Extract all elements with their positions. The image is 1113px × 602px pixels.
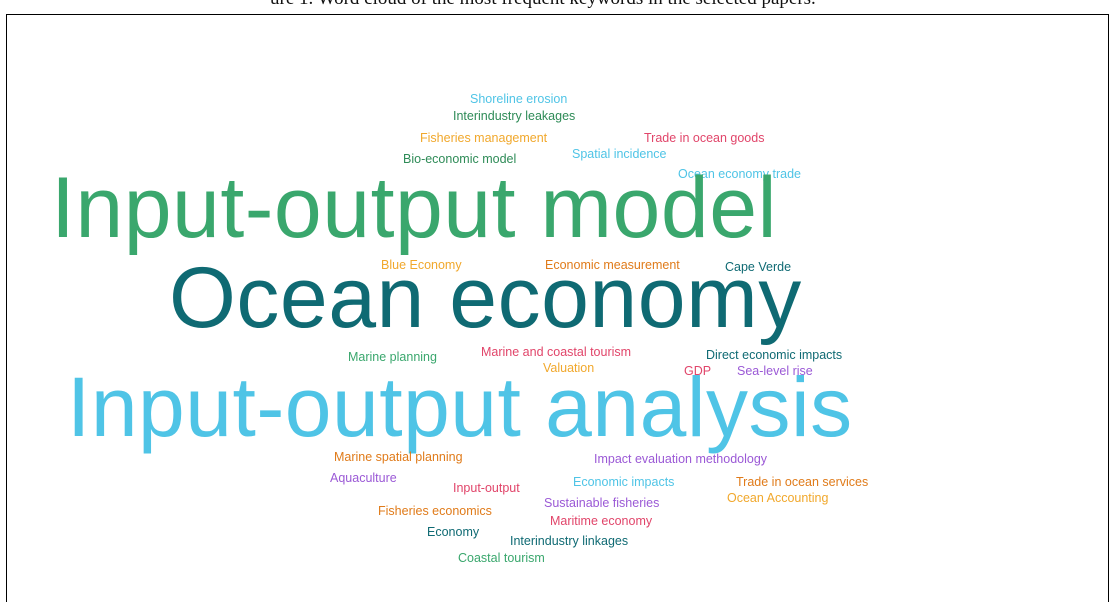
word-impact-evaluation-methodology: Impact evaluation methodology [594,452,768,466]
word-bio-economic-model: Bio-economic model [403,152,517,166]
word-ocean-economy-trade: Ocean economy trade [678,167,801,181]
word-marine-spatial-planning: Marine spatial planning [334,450,463,464]
word-fisheries-economics: Fisheries economics [378,504,492,518]
word-valuation: Valuation [543,361,595,375]
figure-caption: ure 1. Word cloud of the most frequent k… [270,0,816,10]
word-economic-impacts: Economic impacts [573,475,675,489]
word-marine-planning: Marine planning [348,350,437,364]
word-cloud-frame: Shoreline erosion Interindustry leakages… [6,14,1109,602]
word-coastal-tourism: Coastal tourism [458,551,545,565]
word-interindustry-leakages: Interindustry leakages [453,109,576,123]
word-sustainable-fisheries: Sustainable fisheries [544,496,660,510]
word-aquaculture: Aquaculture [330,471,397,485]
word-gdp: GDP [684,364,712,378]
word-spatial-incidence: Spatial incidence [572,147,667,161]
word-economic-measurement: Economic measurement [545,258,680,272]
word-economy: Economy [427,525,480,539]
word-input-output-small: Input-output [453,481,520,495]
word-direct-economic-impacts: Direct economic impacts [706,348,843,362]
word-input-output-analysis: Input-output analysis [67,360,853,454]
word-trade-in-ocean-goods: Trade in ocean goods [644,131,765,145]
word-ocean-economy: Ocean economy [169,250,802,346]
word-maritime-economy: Maritime economy [550,514,653,528]
word-fisheries-management: Fisheries management [420,131,548,145]
word-trade-in-ocean-services: Trade in ocean services [736,475,869,489]
word-blue-economy: Blue Economy [381,258,462,272]
word-interindustry-linkages: Interindustry linkages [510,534,629,548]
word-input-output-model: Input-output model [51,160,778,256]
word-sea-level-rise: Sea-level rise [737,364,813,378]
word-marine-and-coastal-tourism: Marine and coastal tourism [481,345,632,359]
word-shoreline-erosion: Shoreline erosion [470,92,568,106]
word-ocean-accounting: Ocean Accounting [727,491,829,505]
word-cape-verde: Cape Verde [725,260,792,274]
